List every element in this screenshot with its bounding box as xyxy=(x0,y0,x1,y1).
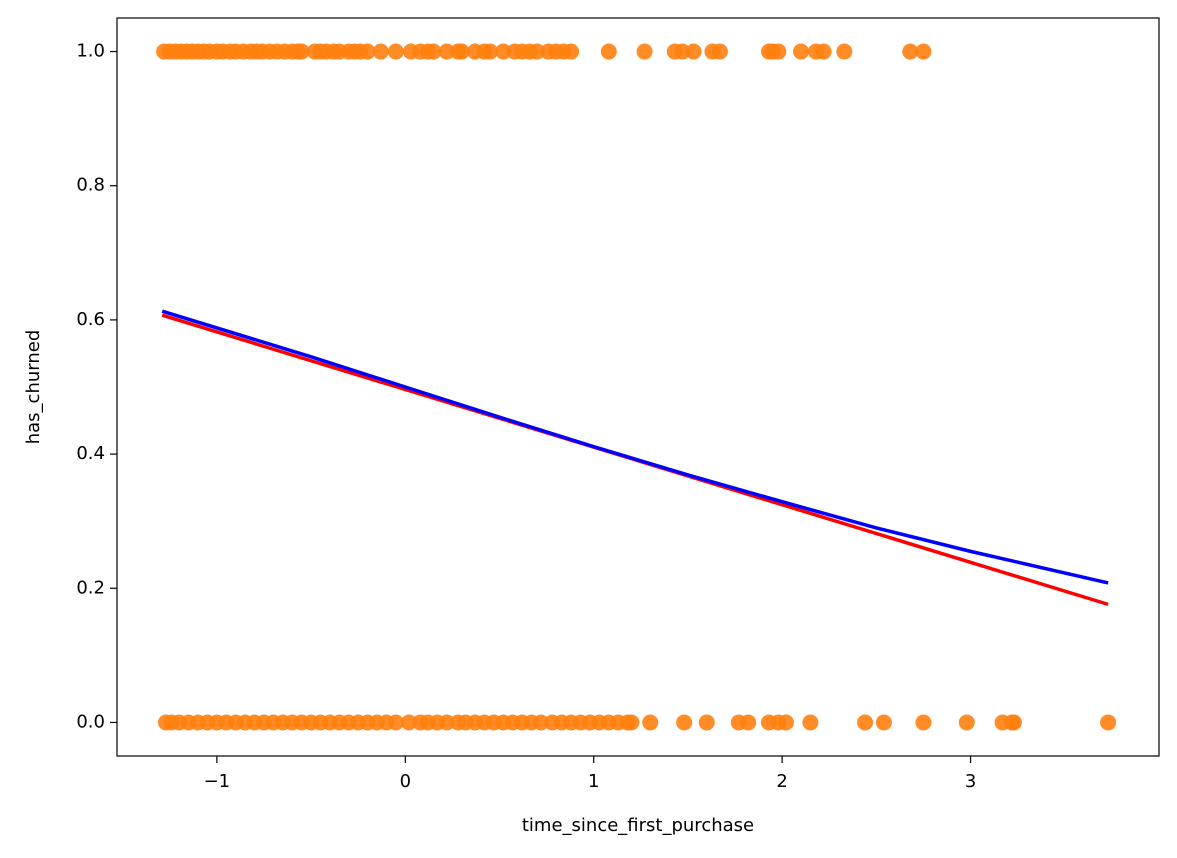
point xyxy=(293,43,310,60)
point xyxy=(958,714,975,731)
point xyxy=(915,43,932,60)
point xyxy=(1100,714,1117,731)
plot-frame xyxy=(116,17,1160,757)
point xyxy=(815,43,832,60)
point xyxy=(438,714,455,731)
x-tick-label: 1 xyxy=(588,771,599,792)
point xyxy=(902,43,919,60)
point xyxy=(529,43,546,60)
point xyxy=(792,43,809,60)
point xyxy=(674,43,691,60)
point xyxy=(857,714,874,731)
x-axis-label: time_since_first_purchase xyxy=(522,815,754,836)
point xyxy=(600,43,617,60)
point xyxy=(875,714,892,731)
point xyxy=(387,43,404,60)
point xyxy=(802,714,819,731)
y-tick-label: 0.8 xyxy=(76,175,105,196)
point xyxy=(685,43,702,60)
point xyxy=(711,43,728,60)
y-tick-label: 0.2 xyxy=(76,577,105,598)
point xyxy=(698,714,715,731)
y-tick-label: 0.4 xyxy=(76,443,105,464)
point xyxy=(401,714,418,731)
x-tick-label: 0 xyxy=(400,771,411,792)
point xyxy=(387,714,404,731)
point xyxy=(676,714,693,731)
y-tick-label: 0.0 xyxy=(76,711,105,732)
point xyxy=(770,43,787,60)
point xyxy=(623,714,640,731)
point xyxy=(642,714,659,731)
point xyxy=(915,714,932,731)
point xyxy=(482,43,499,60)
x-tick-label: 2 xyxy=(776,771,787,792)
point xyxy=(836,43,853,60)
point xyxy=(438,43,455,60)
y-tick-label: 1.0 xyxy=(76,41,105,62)
point xyxy=(1005,714,1022,731)
point xyxy=(636,43,653,60)
x-tick-label: −1 xyxy=(204,771,231,792)
y-axis-label: has_churned xyxy=(23,330,44,445)
x-tick-label: 3 xyxy=(965,771,976,792)
point xyxy=(359,43,376,60)
point xyxy=(425,43,442,60)
y-tick-label: 0.6 xyxy=(76,309,105,330)
point xyxy=(372,43,389,60)
point xyxy=(532,714,549,731)
point xyxy=(777,714,794,731)
fit-line xyxy=(161,309,1109,585)
point xyxy=(453,43,470,60)
point xyxy=(740,714,757,731)
point xyxy=(495,43,512,60)
point xyxy=(563,43,580,60)
